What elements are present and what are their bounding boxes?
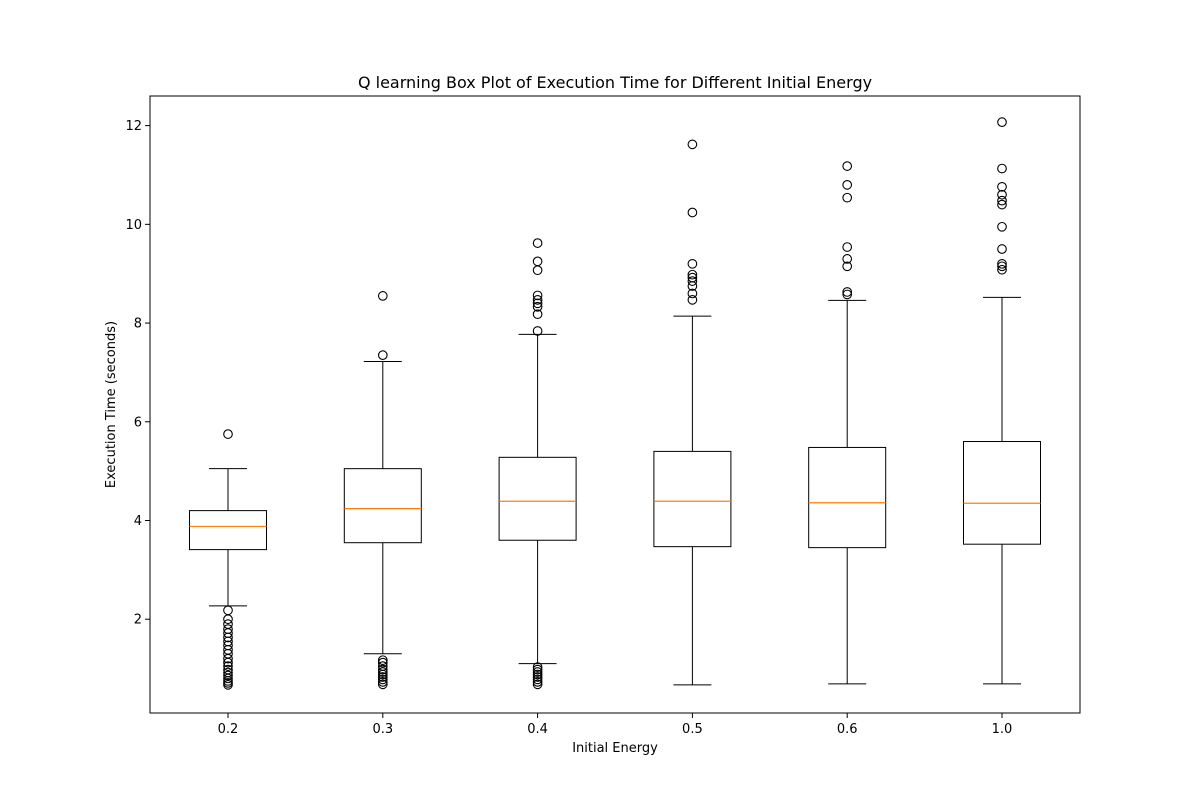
outlier-point <box>687 281 698 291</box>
outlier-point <box>532 677 543 687</box>
outlier-point <box>532 667 543 677</box>
outlier-point <box>377 674 388 685</box>
interquartile-box <box>963 441 1041 545</box>
outlier-point <box>532 326 543 336</box>
outlier-point <box>223 619 233 630</box>
y-tick-label: 6 <box>134 415 142 430</box>
outlier-point <box>997 163 1007 174</box>
outlier-point <box>842 192 853 203</box>
outlier-point <box>532 238 543 248</box>
outlier-point <box>842 287 853 297</box>
outlier-point <box>532 664 543 675</box>
outlier-point <box>532 265 543 276</box>
outlier-point <box>532 298 543 309</box>
chart-title: Q learning Box Plot of Execution Time fo… <box>358 73 872 92</box>
plot-area: 2 4 6 8 10 12 0.2 0.3 0.4 0.5 0.6 1.0 <box>125 117 1041 737</box>
outlier-point <box>997 195 1007 206</box>
outlier-point <box>842 254 853 264</box>
outlier-point <box>532 290 543 301</box>
x-tick-label: 0.6 <box>837 722 858 737</box>
y-tick-label: 2 <box>134 613 142 628</box>
outlier-point <box>842 161 853 171</box>
outlier-point <box>532 672 543 682</box>
outlier-point <box>687 258 698 269</box>
outlier-point <box>532 256 543 267</box>
outlier-point <box>377 669 388 680</box>
outlier-point <box>687 207 698 218</box>
outlier-point <box>687 295 698 305</box>
outlier-point <box>223 429 233 439</box>
outlier-point <box>377 664 388 675</box>
outlier-point <box>532 301 543 312</box>
outlier-point <box>377 679 388 690</box>
y-tick-label: 12 <box>125 119 142 134</box>
outlier-point <box>997 117 1007 128</box>
y-axis-label: Execution Time (seconds) <box>104 321 119 488</box>
outlier-point <box>377 291 388 301</box>
x-tick-label: 0.5 <box>682 722 703 737</box>
outlier-point <box>687 269 698 280</box>
y-tick-label: 4 <box>134 514 142 529</box>
outlier-point <box>532 669 543 680</box>
outlier-point <box>223 614 233 625</box>
x-tick-label: 0.4 <box>527 722 548 737</box>
y-tick-label: 10 <box>125 218 142 233</box>
outlier-point <box>223 657 233 668</box>
outlier-point <box>997 264 1007 275</box>
plot-frame <box>149 95 1081 714</box>
outlier-point <box>223 632 233 643</box>
interquartile-box <box>189 510 267 551</box>
outlier-point <box>842 242 853 252</box>
outlier-point <box>842 289 853 300</box>
outlier-point <box>997 221 1007 232</box>
x-axis-label: Initial Energy <box>572 741 658 756</box>
outlier-point <box>223 653 233 664</box>
outlier-point <box>997 261 1007 272</box>
outlier-point <box>223 673 233 684</box>
outlier-point <box>532 662 543 672</box>
interquartile-box <box>808 446 887 549</box>
outlier-point <box>532 295 543 305</box>
outlier-point <box>377 667 388 677</box>
outlier-point <box>223 670 233 681</box>
outlier-point <box>997 244 1007 254</box>
outlier-point <box>377 350 388 360</box>
outlier-point <box>842 179 853 190</box>
interquartile-box <box>653 450 732 548</box>
outlier-point <box>687 288 698 299</box>
interquartile-box <box>343 468 422 544</box>
interquartile-box <box>498 456 577 541</box>
x-tick-label: 1.0 <box>992 722 1013 737</box>
x-tick-label: 0.2 <box>218 722 239 737</box>
outlier-point <box>223 680 233 690</box>
outlier-point <box>687 276 698 286</box>
outlier-point <box>687 139 698 150</box>
outlier-point <box>842 261 853 272</box>
outlier-point <box>997 181 1007 192</box>
outlier-point <box>532 309 543 320</box>
outlier-point <box>223 605 233 616</box>
outlier-point <box>377 672 388 682</box>
outlier-point <box>223 661 233 671</box>
outlier-point <box>377 657 388 668</box>
outlier-point <box>997 258 1007 269</box>
outlier-point <box>377 655 388 666</box>
outlier-point <box>997 189 1007 200</box>
outlier-point <box>532 674 543 685</box>
outlier-point <box>532 679 543 690</box>
y-tick-label: 8 <box>134 317 142 332</box>
outlier-point <box>997 199 1007 210</box>
outlier-point <box>377 677 388 687</box>
x-tick-label: 0.3 <box>372 722 393 737</box>
